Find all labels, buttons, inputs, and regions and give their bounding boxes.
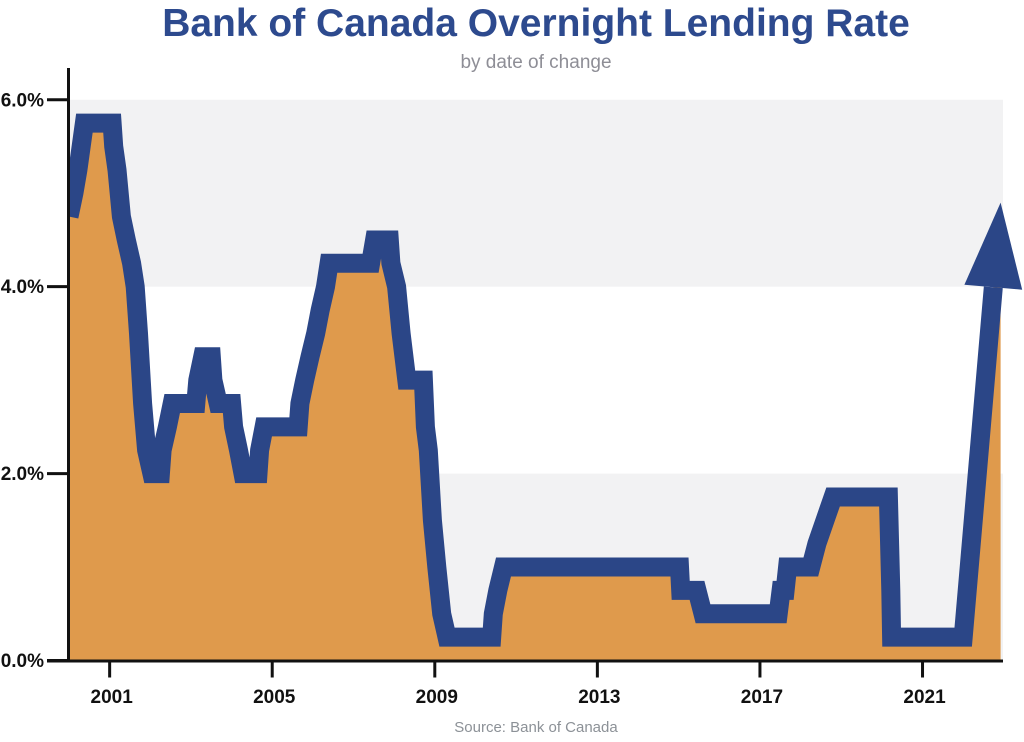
y-tick-label-0.0%: 0.0% [1, 651, 44, 672]
y-tick-label-2.0%: 2.0% [1, 464, 44, 485]
trend-arrow-icon [964, 202, 1023, 290]
rate-line [68, 113, 1003, 647]
rate-area-fill [69, 123, 1001, 661]
y-tick-label-4.0%: 4.0% [1, 277, 44, 298]
x-tick-label-2013: 2013 [578, 687, 620, 708]
source-caption: Source: Bank of Canada [454, 719, 618, 736]
x-tick-label-2005: 2005 [253, 687, 296, 708]
x-tick-label-2017: 2017 [741, 687, 783, 708]
y-tick-label-6.0%: 6.0% [1, 90, 44, 111]
page-title: Bank of Canada Overnight Lending Rate [162, 2, 910, 45]
x-tick-label-2021: 2021 [903, 687, 946, 708]
x-tick-label-2001: 2001 [91, 687, 134, 708]
grid-band-1 [68, 99, 1003, 287]
x-tick-label-2009: 2009 [416, 687, 458, 708]
page-subtitle: by date of change [460, 52, 612, 73]
